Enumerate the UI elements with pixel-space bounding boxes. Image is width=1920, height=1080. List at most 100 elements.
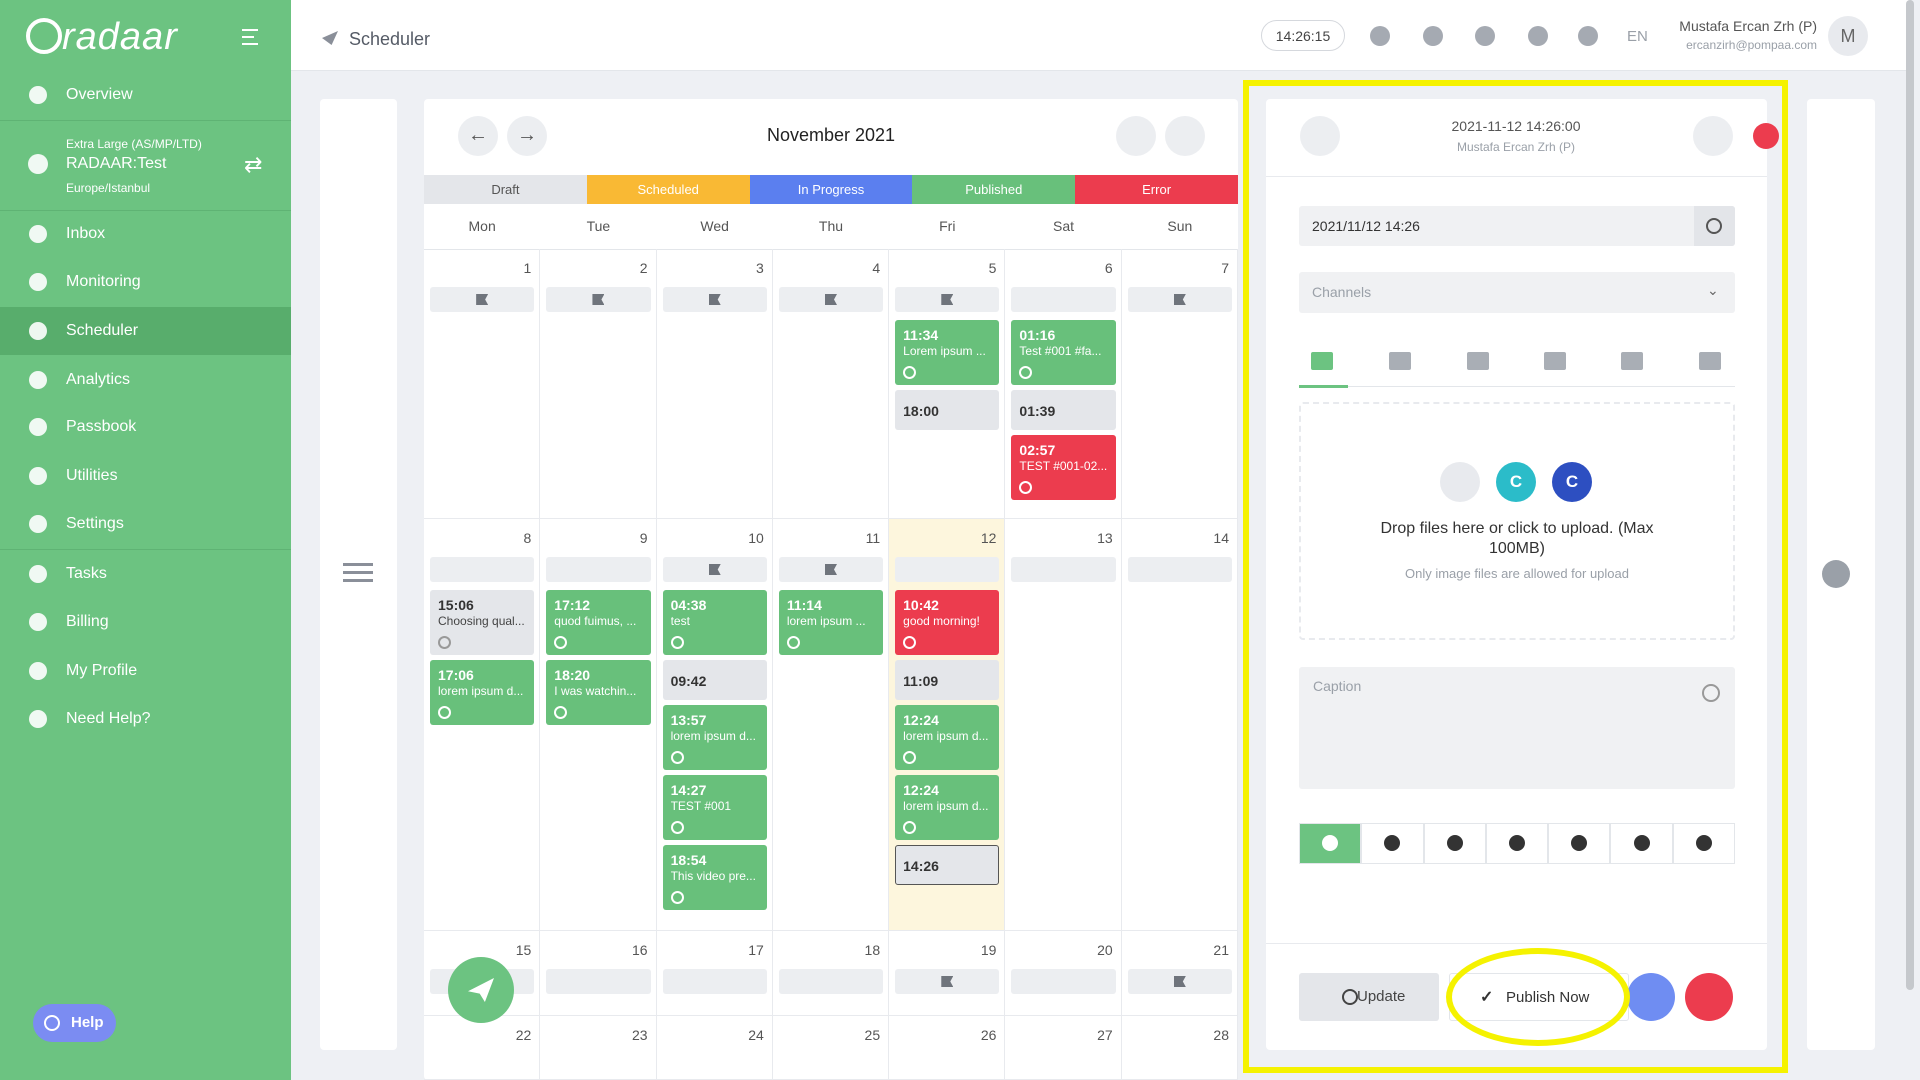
date-input[interactable]: 2021/11/12 14:26 [1299, 206, 1735, 246]
nav-item[interactable]: My Profile [66, 662, 138, 679]
update-button[interactable]: Update [1299, 973, 1439, 1021]
legend-item[interactable] [586, 175, 750, 204]
day-placeholder[interactable] [546, 969, 651, 994]
day-cell[interactable] [656, 1016, 773, 1080]
nav-item[interactable]: Scheduler [66, 322, 139, 339]
day-placeholder[interactable] [1011, 969, 1116, 994]
nav-item[interactable]: Billing [66, 613, 109, 630]
day-placeholder[interactable] [662, 969, 767, 994]
nav-item[interactable]: Inbox [66, 225, 106, 242]
close-button[interactable] [1753, 123, 1779, 149]
avatar[interactable] [1828, 16, 1868, 56]
legend-item[interactable] [1075, 175, 1238, 204]
day-cell[interactable] [656, 249, 773, 519]
day-cell[interactable] [772, 931, 890, 1016]
day-cell[interactable] [1005, 931, 1122, 1016]
upload-source[interactable] [1552, 462, 1592, 502]
day-cell[interactable] [424, 519, 541, 931]
day-cell[interactable] [424, 249, 541, 519]
toolbar-button[interactable] [1361, 823, 1424, 864]
caption-box[interactable] [1299, 667, 1735, 789]
day-cell[interactable] [889, 931, 1006, 1016]
day-cell[interactable] [772, 519, 890, 931]
day-cell[interactable] [540, 249, 657, 519]
nav-item[interactable]: Tasks [66, 565, 107, 582]
copy-button[interactable] [1627, 973, 1675, 1021]
nav-item[interactable]: Monitoring [66, 273, 141, 290]
media-tab[interactable] [1699, 352, 1721, 370]
day-cell[interactable] [1121, 1016, 1238, 1080]
day-placeholder[interactable] [430, 557, 535, 582]
post-card[interactable] [895, 660, 1000, 700]
day-cell[interactable] [540, 931, 657, 1016]
media-tab[interactable] [1389, 352, 1411, 370]
media-tab[interactable] [1467, 352, 1489, 370]
post-card[interactable] [895, 390, 1000, 430]
nav-item[interactable]: Analytics [66, 371, 131, 388]
day-placeholder[interactable] [546, 557, 651, 582]
media-tab[interactable] [1311, 352, 1333, 370]
day-cell[interactable] [1005, 519, 1122, 931]
day-cell[interactable] [1005, 249, 1122, 519]
day-cell[interactable] [540, 519, 657, 931]
delete-button[interactable] [1685, 973, 1733, 1021]
nav-item[interactable]: Passbook [66, 418, 137, 435]
filter-icon[interactable] [343, 579, 373, 582]
media-tab[interactable] [1544, 352, 1566, 370]
day-placeholder[interactable] [778, 969, 884, 994]
nav-item[interactable]: Utilities [66, 467, 118, 484]
day-cell[interactable] [540, 1016, 657, 1080]
header-icon-button[interactable] [1475, 26, 1495, 46]
media-tab[interactable] [1621, 352, 1643, 370]
day-cell[interactable] [1121, 931, 1238, 1016]
post-card[interactable] [895, 845, 1000, 885]
nav-item[interactable]: Settings [66, 515, 124, 532]
header-icon-button[interactable] [1370, 26, 1390, 46]
day-cell[interactable] [424, 1016, 541, 1080]
emoji-button[interactable] [1702, 684, 1720, 702]
header-icon-button[interactable] [1578, 26, 1598, 46]
legend-item[interactable] [424, 175, 587, 204]
account-switch[interactable]: ⇄ [244, 152, 263, 177]
more-button[interactable] [1693, 116, 1733, 156]
legend-item[interactable] [749, 175, 913, 204]
day-placeholder[interactable] [895, 557, 1000, 582]
menu-toggle-bar[interactable] [242, 43, 258, 45]
channels-select[interactable]: Channels [1299, 272, 1735, 313]
upload-icon[interactable] [1440, 462, 1480, 502]
day-cell[interactable] [889, 1016, 1006, 1080]
menu-toggle-bar[interactable] [242, 36, 254, 38]
day-cell[interactable] [656, 519, 773, 931]
legend-item[interactable] [912, 175, 1076, 204]
day-placeholder[interactable] [1127, 557, 1232, 582]
upload-source[interactable] [1496, 462, 1536, 502]
filter-icon[interactable] [343, 563, 373, 566]
toolbar-button[interactable] [1548, 823, 1611, 864]
day-cell[interactable] [772, 1016, 890, 1080]
day-cell[interactable] [656, 931, 773, 1016]
account-name[interactable]: RADAAR:Test [66, 155, 167, 172]
menu-toggle-bar[interactable] [242, 29, 258, 31]
nav-item[interactable]: Need Help? [66, 710, 151, 727]
day-cell[interactable] [1121, 519, 1238, 931]
header-icon-button[interactable] [1528, 26, 1548, 46]
toolbar-button[interactable] [1672, 823, 1735, 864]
filter-icon[interactable] [343, 571, 373, 574]
day-placeholder[interactable] [1011, 287, 1116, 312]
post-card[interactable] [1011, 390, 1116, 430]
calendar-view-button[interactable] [1116, 116, 1156, 156]
dropzone[interactable] [1299, 402, 1735, 640]
comment-icon[interactable] [1822, 560, 1850, 588]
day-placeholder[interactable] [1011, 557, 1116, 582]
day-cell[interactable] [1005, 1016, 1122, 1080]
nav-arrow[interactable] [507, 116, 547, 156]
post-card[interactable] [662, 660, 767, 700]
nav-arrow[interactable] [458, 116, 498, 156]
calendar-more-button[interactable] [1165, 116, 1205, 156]
day-cell[interactable] [1121, 249, 1238, 519]
day-cell[interactable] [889, 249, 1006, 519]
language[interactable]: EN [1627, 28, 1648, 45]
day-cell[interactable] [772, 249, 890, 519]
nav-item[interactable]: Overview [66, 86, 133, 103]
header-icon-button[interactable] [1423, 26, 1443, 46]
